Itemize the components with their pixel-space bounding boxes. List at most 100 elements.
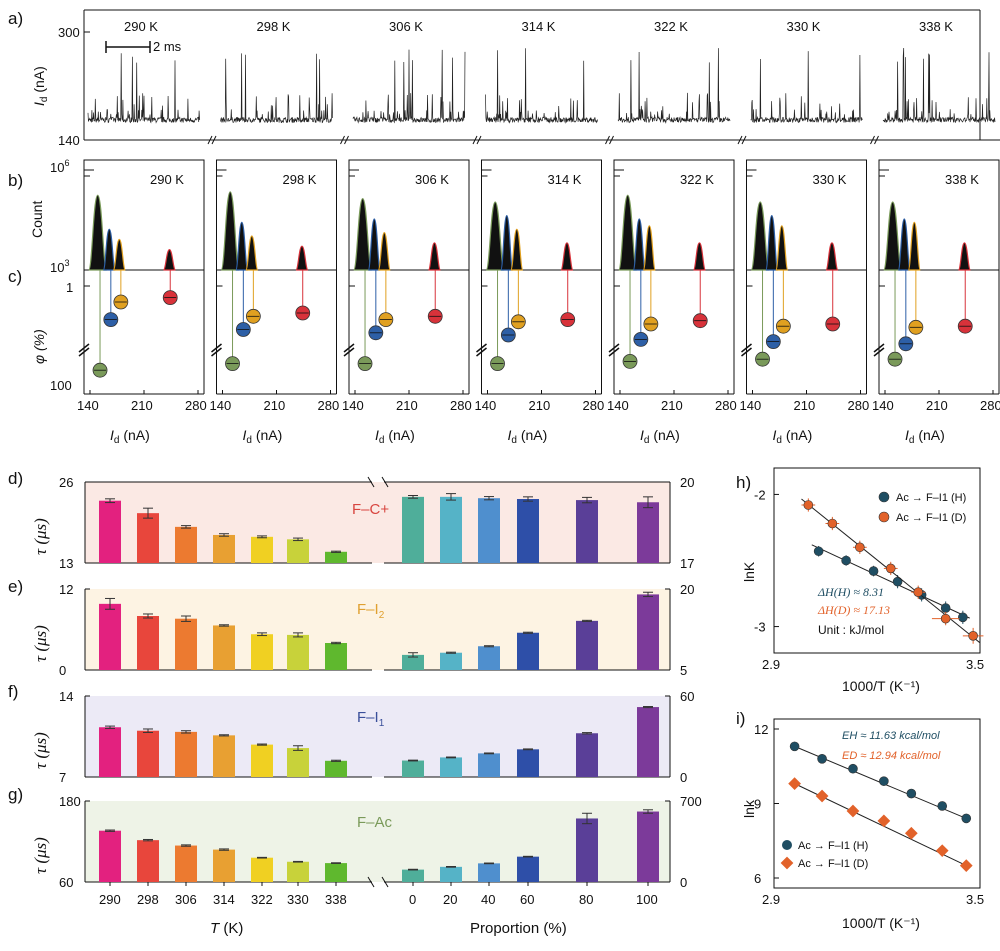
panel-f-ytick-right-bottom: 0	[680, 770, 687, 785]
panel-d-label: F–C+	[352, 501, 389, 518]
temperature-bar	[251, 634, 273, 670]
histogram-frame	[348, 159, 470, 271]
panel-c-xtick-label: 210	[264, 398, 286, 413]
label-text: F–I	[357, 601, 379, 618]
panel-f-ytick-left-bottom: 7	[59, 770, 66, 785]
panel-b-ylabel: Count	[29, 201, 45, 238]
legend-label: Ac → F–I1 (H)	[896, 492, 966, 504]
proportion-bar	[478, 863, 500, 882]
lnK-point	[803, 500, 814, 510]
current-trace	[87, 53, 201, 124]
panel-b-ytick-top: 106	[50, 158, 69, 175]
histogram-peak	[560, 242, 574, 271]
panel-b-ytick-bottom: 103	[50, 258, 69, 275]
lnK-point	[968, 631, 978, 641]
histogram-peak	[162, 248, 177, 271]
panel-g-xtick-proportion: 20	[443, 892, 457, 907]
axis-break-mark	[476, 347, 487, 357]
histogram-frame	[481, 159, 602, 271]
axis-break-mark	[605, 135, 610, 145]
panel-g-xtick-temperature: 322	[251, 892, 273, 907]
histogram-peak	[642, 225, 656, 271]
xlabel-subscript: d	[511, 435, 517, 446]
temperature-bar	[175, 526, 197, 563]
panel-a-temperature-label: 322 K	[654, 19, 688, 34]
histogram-peak	[295, 245, 309, 271]
xlabel-symbol: I	[773, 427, 777, 443]
lnK-point	[885, 563, 896, 574]
proportion-bar	[440, 652, 462, 670]
proportion-bar	[576, 500, 598, 563]
panel-c-xtick-label: 210	[131, 398, 153, 413]
proportion-bar	[517, 499, 539, 563]
panel-b-temperature-label: 330 K	[813, 172, 847, 187]
panel-e-ytick-left-top: 12	[59, 582, 73, 597]
panel-g-xtick-temperature: 314	[213, 892, 235, 907]
current-trace	[220, 53, 333, 124]
panel-a-ylabel: Id (nA)	[31, 66, 50, 106]
log-exponent: 3	[64, 258, 69, 268]
axis-break-mark	[340, 135, 345, 145]
scale-bar-label: 2 ms	[153, 39, 182, 54]
panel-e-label: F–I2	[357, 601, 385, 621]
proportion-bar	[402, 760, 424, 777]
panel-i-ylabel: lnk	[741, 799, 757, 818]
panel-a-temperature-label: 306 K	[389, 19, 423, 34]
lnK-point	[940, 603, 951, 613]
panel-f-ytick-left-top: 14	[59, 689, 73, 704]
panel-c-xtick-label: 140	[872, 398, 894, 413]
xlabel-unit: (nA)	[119, 427, 149, 443]
panel-e-ytick-left-bottom: 0	[59, 663, 66, 678]
proportion-bar	[517, 856, 539, 882]
histogram-peak	[88, 194, 108, 271]
label-text: F–Ac	[357, 814, 393, 831]
histogram-peak	[632, 218, 646, 271]
proportion-bar	[478, 646, 500, 670]
proportion-bar	[478, 498, 500, 563]
panel-g-xtick-proportion: 0	[409, 892, 416, 907]
temperature-bar	[287, 861, 309, 882]
panel-a-temperature-label: 314 K	[522, 19, 556, 34]
xlabel-subscript: d	[114, 435, 120, 446]
proportion-bar	[402, 496, 424, 563]
panel-c-xlabel: Id (nA)	[110, 427, 150, 446]
panel-letter-h: h)	[736, 473, 751, 492]
panel-letter-b: b)	[8, 171, 23, 190]
panel-h-ytick-label: -3	[754, 620, 766, 635]
proportion-bar	[440, 757, 462, 777]
proportion-bar	[637, 594, 659, 670]
panel-i-xlabel: 1000/T (K⁻¹)	[842, 915, 920, 931]
panel-f-label: F–I1	[357, 709, 385, 729]
panel-e-ylabel: τ (μs)	[31, 625, 50, 662]
histogram-peak	[907, 221, 921, 271]
panel-g-label: F–Ac	[357, 814, 393, 831]
panel-c-xtick-label: 280	[715, 398, 737, 413]
histogram-frame	[613, 159, 735, 271]
histogram-peak	[485, 201, 505, 271]
axis-break-mark	[476, 343, 487, 353]
temperature-bar	[213, 735, 235, 777]
histogram-peak	[825, 242, 839, 271]
temperature-bar	[251, 744, 273, 777]
xlabel-symbol: I	[508, 427, 512, 443]
current-trace	[882, 47, 996, 124]
panel-i-ytick-label: 6	[754, 871, 761, 886]
proportion-bar	[576, 733, 598, 777]
axis-break-mark	[873, 347, 885, 357]
current-trace	[750, 51, 863, 124]
histogram-peak	[377, 231, 391, 271]
panel-i-ytick-label: 9	[754, 797, 761, 812]
panel-c-xtick-label: 210	[396, 398, 418, 413]
panel-letter-a: a)	[8, 9, 23, 28]
temperature-bar	[137, 840, 159, 882]
log-base: 10	[50, 260, 64, 275]
panel-g-xlabel-temperature: T (K)	[210, 920, 243, 937]
temperature-bar	[175, 845, 197, 882]
histogram-peak	[367, 218, 381, 271]
proportion-bar	[637, 707, 659, 777]
xlabel-subscript: d	[644, 435, 650, 446]
current-trace	[485, 48, 598, 124]
lnk-point-h	[906, 788, 917, 799]
panel-a-temperature-label: 298 K	[257, 19, 291, 34]
